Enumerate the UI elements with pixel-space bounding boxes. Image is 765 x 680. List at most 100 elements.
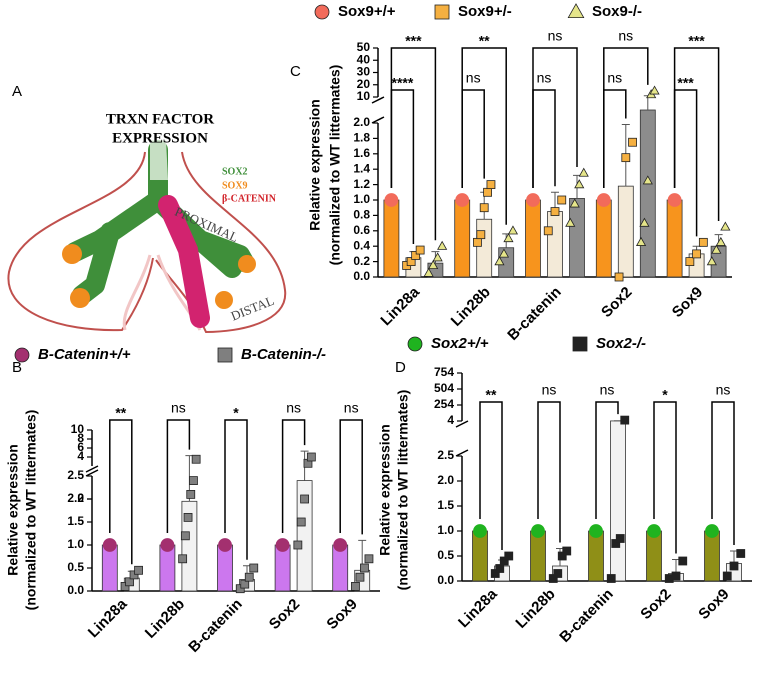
marker <box>186 489 196 499</box>
y-tick-label: 0.4 <box>353 238 370 252</box>
x-tick-label: B-catenin <box>556 586 616 646</box>
marker <box>621 153 631 163</box>
marker <box>526 193 540 207</box>
marker <box>614 272 624 282</box>
y-tick-label: 254 <box>434 397 454 411</box>
significance-bracket <box>166 419 191 533</box>
marker <box>589 524 603 538</box>
x-tick-label: Sox9 <box>669 284 706 321</box>
marker <box>217 347 233 363</box>
bar <box>617 185 634 278</box>
bar <box>159 544 176 592</box>
significance-label: ns <box>607 70 622 86</box>
bar <box>101 544 118 592</box>
x-tick-label: Sox2 <box>637 586 674 623</box>
marker <box>129 570 139 580</box>
diagram-title: TRXN FACTOR <box>106 111 214 127</box>
airway-tree <box>65 140 254 305</box>
x-tick-label: Lin28b <box>512 586 558 632</box>
bar <box>704 530 720 582</box>
significance-bracket <box>603 89 627 188</box>
marker <box>678 556 688 566</box>
marker <box>578 167 589 177</box>
y-tick-label: 2.0 <box>67 491 84 505</box>
x-tick-label: Lin28b <box>142 596 188 642</box>
y-tick-label: 0.0 <box>437 573 454 587</box>
y-tick-label: 1.6 <box>353 146 370 160</box>
y-tick-label: 0.6 <box>353 223 370 237</box>
marker <box>249 563 259 573</box>
marker <box>14 347 30 363</box>
significance-label: ns <box>618 28 633 44</box>
panel-letter: B <box>12 359 22 376</box>
significance-bracket <box>537 401 561 543</box>
marker <box>351 582 360 591</box>
x-tick-label: Lin28a <box>377 283 423 329</box>
legend-label: Sox2+/+ <box>431 335 489 352</box>
marker <box>705 524 719 538</box>
legend-label: Sox9+/- <box>458 3 512 20</box>
significance-label: ns <box>171 400 186 416</box>
marker <box>120 582 130 591</box>
bar <box>639 109 656 278</box>
marker <box>531 524 545 538</box>
bar <box>666 199 683 278</box>
marker <box>498 248 510 258</box>
panel-letter: D <box>395 359 406 376</box>
bar <box>646 530 662 582</box>
bar <box>569 198 585 278</box>
y-tick-label: 8 <box>77 431 84 445</box>
marker <box>569 198 580 208</box>
significance-bracket <box>532 89 556 188</box>
marker <box>615 534 625 543</box>
x-tick-label: Lin28a <box>85 595 131 641</box>
x-tick-label: Lin28b <box>448 284 494 330</box>
marker <box>671 571 681 581</box>
marker <box>572 336 588 352</box>
marker <box>647 524 661 538</box>
tip <box>62 244 82 264</box>
x-tick-label: B-catenin <box>185 596 245 656</box>
tip <box>238 255 256 273</box>
y-axis-label: Relative expression <box>5 444 21 576</box>
y-tick-label: 4 <box>447 413 454 427</box>
significance-bracket <box>109 419 133 565</box>
distal-branch <box>158 195 210 328</box>
marker <box>191 454 201 464</box>
significance-bracket <box>595 401 619 519</box>
significance-bracket <box>603 47 649 188</box>
marker <box>235 584 245 594</box>
marker <box>384 193 399 207</box>
marker <box>455 193 470 207</box>
marker <box>557 551 567 561</box>
marker <box>642 175 653 185</box>
significance-label: ns <box>542 382 557 398</box>
marker <box>180 531 190 541</box>
marker <box>574 179 585 189</box>
legend-label: B-Catenin-/- <box>241 346 326 363</box>
significance-label: *** <box>405 33 422 49</box>
marker <box>178 554 188 564</box>
marker <box>548 574 558 583</box>
y-axis-label: (normalized to WT littermates) <box>327 65 343 266</box>
tip <box>70 288 90 308</box>
marker <box>333 538 348 552</box>
marker <box>189 476 198 486</box>
axis-break <box>455 449 469 457</box>
marker <box>620 415 630 425</box>
marker <box>507 225 519 235</box>
marker <box>596 193 611 207</box>
significance-label: **** <box>392 75 414 91</box>
marker <box>729 561 739 571</box>
marker <box>244 572 254 582</box>
y-tick-label: 1.5 <box>67 514 84 528</box>
bar <box>274 544 291 592</box>
marker <box>479 203 489 213</box>
significance-label: ns <box>600 382 615 398</box>
marker <box>306 452 316 462</box>
axis-break <box>85 465 99 473</box>
tip <box>215 291 233 309</box>
marker <box>125 577 134 587</box>
lung-outline <box>7 151 154 332</box>
marker <box>503 233 514 243</box>
